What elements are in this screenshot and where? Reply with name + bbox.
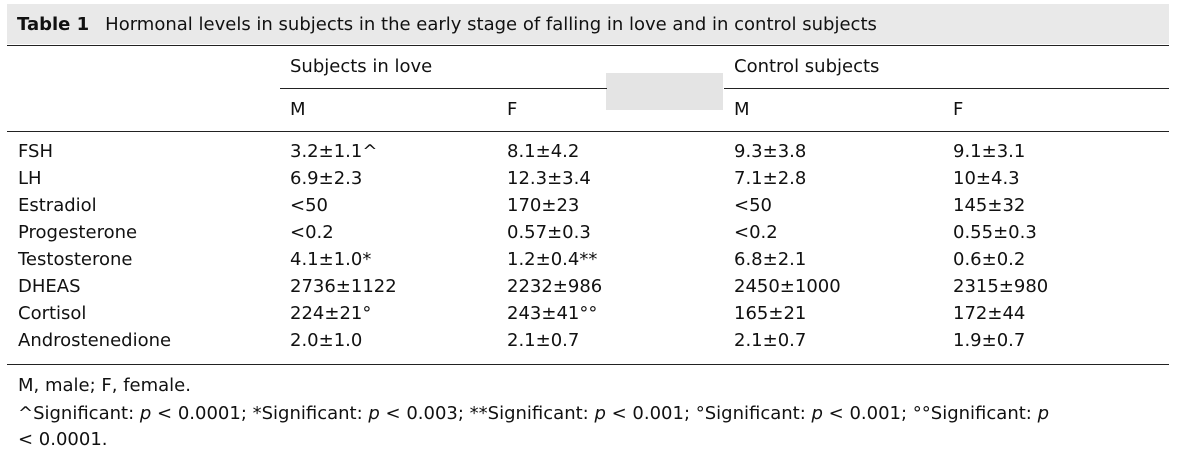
sub-header-love-m: M: [290, 99, 306, 120]
footnote-sig-b: *Significant:: [252, 403, 369, 424]
sub-header-control-f: F: [953, 99, 964, 120]
table-cell: 243±41°°: [507, 303, 598, 324]
table-cell: 6.9±2.3: [290, 168, 363, 189]
footnote-sig-c-rest: < 0.001;: [605, 403, 696, 424]
table-cell: 7.1±2.8: [734, 168, 807, 189]
table-cell: 8.1±4.2: [507, 141, 580, 162]
table-cell: 6.8±2.1: [734, 249, 807, 270]
table-cell: <50: [290, 195, 328, 216]
top-rule: [7, 45, 1169, 46]
group-rule-control: [724, 88, 1169, 89]
table-label: Table 1: [17, 13, 90, 35]
group-header-control: Control subjects: [734, 56, 880, 77]
table-caption: Table 1 Hormonal levels in subjects in t…: [7, 4, 1169, 44]
table-cell: 2.0±1.0: [290, 330, 363, 351]
table-cell: 1.2±0.4**: [507, 249, 598, 270]
table-cell: 10±4.3: [953, 168, 1020, 189]
table-cell: 165±21: [734, 303, 807, 324]
table-cell: 9.3±3.8: [734, 141, 807, 162]
table-cell: 2.1±0.7: [507, 330, 580, 351]
footnote-sig-d: °Significant:: [695, 403, 812, 424]
table-cell: 0.57±0.3: [507, 222, 591, 243]
table-cell: 170±23: [507, 195, 580, 216]
footnote-p-b: p: [368, 403, 380, 424]
footnote-sig-a-rest: < 0.0001;: [151, 403, 253, 424]
table-cell: 2315±980: [953, 276, 1049, 297]
table-cell: 224±21°: [290, 303, 372, 324]
row-label-testosterone: Testosterone: [18, 249, 133, 270]
table-cell: 9.1±3.1: [953, 141, 1026, 162]
row-label-progesterone: Progesterone: [18, 222, 138, 243]
table-cell: 4.1±1.0*: [290, 249, 372, 270]
table-cell: 2736±1122: [290, 276, 397, 297]
footnote-p-c: p: [594, 403, 606, 424]
table-cell: 2450±1000: [734, 276, 841, 297]
table-cell: <0.2: [734, 222, 778, 243]
footnote-sig-b-rest: < 0.003;: [379, 403, 470, 424]
row-label-estradiol: Estradiol: [18, 195, 97, 216]
table-cell: 145±32: [953, 195, 1026, 216]
table-cell: 1.9±0.7: [953, 330, 1026, 351]
footnote-significance-cont: < 0.0001.: [18, 429, 108, 450]
header-bottom-rule: [7, 131, 1169, 132]
table-cell: 172±44: [953, 303, 1026, 324]
table-cell: <50: [734, 195, 772, 216]
header-gap-box: [606, 73, 723, 110]
footnote-p-e: p: [1037, 403, 1050, 424]
table-cell: 12.3±3.4: [507, 168, 591, 189]
table-cell: 2232±986: [507, 276, 603, 297]
footnote-significance: ^Significant: p < 0.0001; *Significant: …: [18, 402, 1049, 426]
body-bottom-rule: [7, 364, 1169, 365]
sub-header-love-f: F: [507, 99, 518, 120]
row-label-cortisol: Cortisol: [18, 303, 87, 324]
row-label-fsh: FSH: [18, 141, 53, 162]
table-cell: 3.2±1.1^: [290, 141, 378, 162]
table-cell: 0.55±0.3: [953, 222, 1037, 243]
footnote-sig-d-rest: < 0.001;: [822, 403, 913, 424]
footnote-sig-e: °°Significant:: [912, 403, 1038, 424]
group-header-love: Subjects in love: [290, 56, 433, 77]
footnote-sig-a: ^Significant:: [18, 403, 140, 424]
table-cell: 2.1±0.7: [734, 330, 807, 351]
table-caption-text: Hormonal levels in subjects in the early…: [105, 13, 877, 35]
table-cell: 0.6±0.2: [953, 249, 1026, 270]
footnote-p-a: p: [139, 403, 152, 424]
row-label-lh: LH: [18, 168, 42, 189]
row-label-androstenedione: Androstenedione: [18, 330, 172, 351]
group-rule-love: [280, 88, 607, 89]
table-cell: <0.2: [290, 222, 334, 243]
footnote-abbreviations: M, male; F, female.: [18, 375, 191, 396]
sub-header-control-m: M: [734, 99, 750, 120]
footnote-p-d: p: [811, 403, 823, 424]
row-label-dheas: DHEAS: [18, 276, 81, 297]
footnote-sig-c: **Significant:: [469, 403, 595, 424]
